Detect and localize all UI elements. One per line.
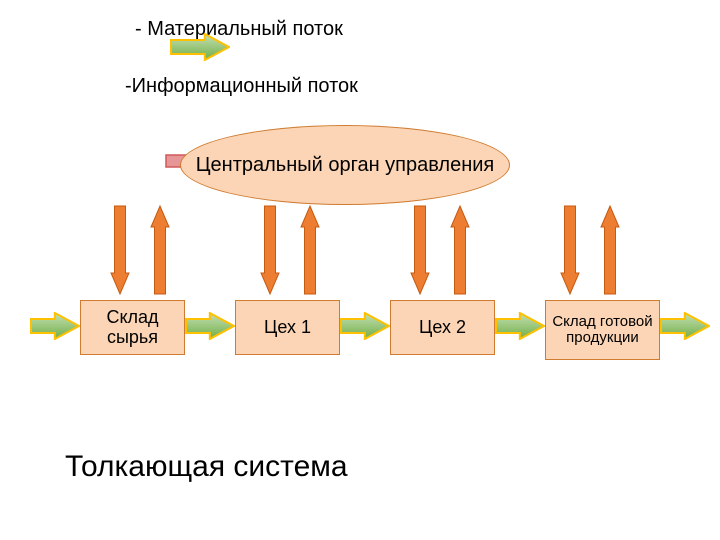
process-box-2: Цех 2	[390, 300, 495, 355]
diagram-title: Толкающая система	[65, 450, 348, 484]
central-control-label: Центральный орган управления	[196, 154, 495, 177]
legend-info-text: -Информационный поток	[125, 75, 358, 98]
process-box-1: Цех 1	[235, 300, 340, 355]
material-arrow-4	[660, 312, 710, 340]
process-box-0: Склад сырья	[80, 300, 185, 355]
info-arrow-down-1	[260, 205, 280, 295]
material-arrow-3	[495, 312, 545, 340]
info-arrow-up-2	[450, 205, 470, 295]
green-arrow-icon	[170, 33, 230, 61]
info-arrow-down-3	[560, 205, 580, 295]
material-arrow-0	[30, 312, 80, 340]
central-control-ellipse: Центральный орган управления	[180, 125, 510, 205]
material-arrow-1	[185, 312, 235, 340]
info-arrow-down-2	[410, 205, 430, 295]
process-box-3: Склад готовой продукции	[545, 300, 660, 360]
info-arrow-up-3	[600, 205, 620, 295]
material-arrow-2	[340, 312, 390, 340]
info-arrow-up-0	[150, 205, 170, 295]
info-arrow-up-1	[300, 205, 320, 295]
info-arrow-down-0	[110, 205, 130, 295]
legend-material-text: - Материальный поток	[135, 18, 343, 41]
legend-info-row: -Информационный поток	[125, 75, 358, 98]
legend-material-row: - Материальный поток	[135, 18, 343, 41]
